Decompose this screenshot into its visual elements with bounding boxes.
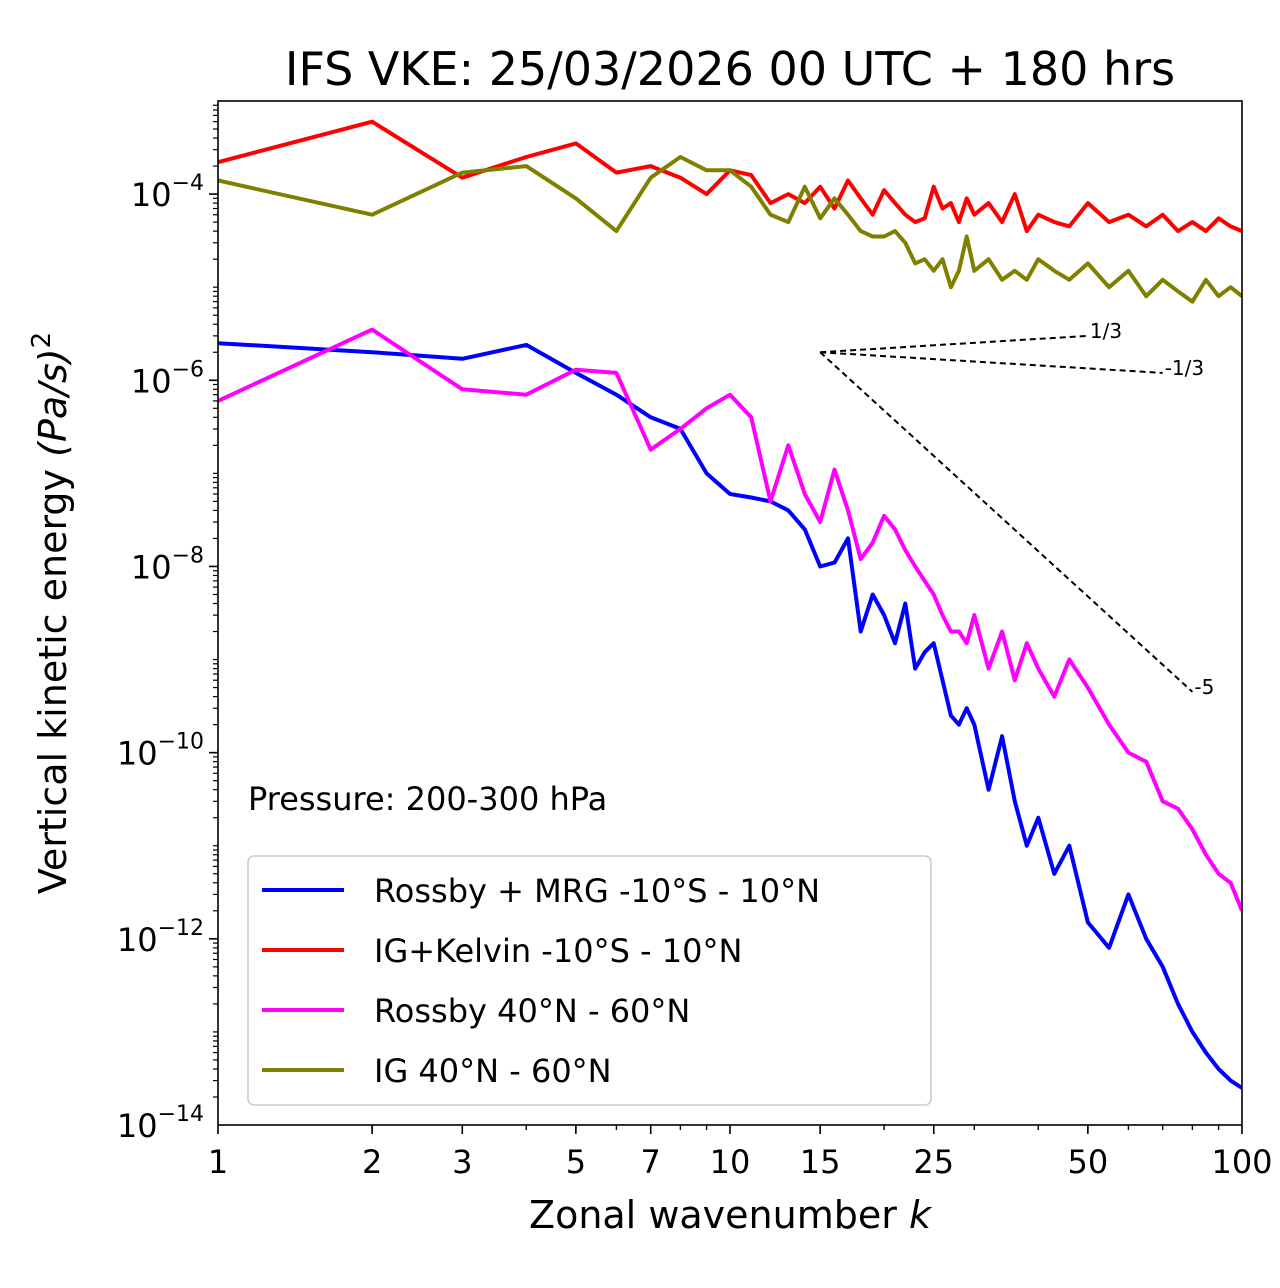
x-tick-label: 5 bbox=[566, 1143, 586, 1181]
y-axis: 10−14 10−12 10−10 10−8 10−6 10−4 bbox=[117, 104, 218, 1145]
legend-label-3: Rossby 40°N - 60°N bbox=[374, 992, 690, 1030]
x-tick-label: 7 bbox=[641, 1143, 661, 1181]
x-tick-label: 50 bbox=[1068, 1143, 1109, 1181]
x-tick-label: 1 bbox=[208, 1143, 228, 1181]
y-axis-label-text: Vertical kinetic energy bbox=[31, 469, 75, 894]
legend-label-1: Rossby + MRG -10°S - 10°N bbox=[374, 872, 820, 910]
y-tick-label: 10−12 bbox=[117, 916, 204, 959]
slope-line-2 bbox=[820, 351, 1163, 374]
y-tick-label: 10−6 bbox=[131, 357, 204, 400]
y-axis-label-exponent: 2 bbox=[27, 332, 57, 349]
y-tick-label: 10−8 bbox=[131, 543, 204, 586]
slope-label-1: 1/3 bbox=[1090, 319, 1122, 343]
x-tick-label: 15 bbox=[800, 1143, 841, 1181]
slope-label-2: -1/3 bbox=[1165, 356, 1204, 380]
legend-label-4: IG 40°N - 60°N bbox=[374, 1052, 612, 1090]
legend-box bbox=[247, 855, 932, 1106]
legend-label-2: IG+Kelvin -10°S - 10°N bbox=[374, 932, 742, 970]
x-axis-label-variable: k bbox=[909, 1193, 933, 1237]
y-tick-label: 10−14 bbox=[117, 1102, 204, 1145]
x-tick-label: 3 bbox=[452, 1143, 472, 1181]
x-tick-label: 100 bbox=[1211, 1143, 1272, 1181]
chart-title: IFS VKE: 25/03/2026 00 UTC + 180 hrs bbox=[285, 42, 1175, 96]
y-axis-label-unit: (Pa/s) bbox=[31, 348, 75, 456]
y-tick-label: 10−4 bbox=[131, 171, 204, 214]
x-tick-label: 10 bbox=[710, 1143, 751, 1181]
slope-label-3: -5 bbox=[1194, 675, 1214, 699]
slope-line-3 bbox=[819, 351, 1194, 693]
slope-line-1 bbox=[820, 334, 1088, 354]
slope-reference-lines: 1/3 -1/3 -5 bbox=[819, 319, 1214, 699]
series-line-2 bbox=[218, 119, 1242, 234]
x-axis: 1 2 3 5 7 10 15 25 50 100 bbox=[208, 1125, 1273, 1181]
series-line-4 bbox=[218, 155, 1242, 304]
x-axis-label: Zonal wavenumber k bbox=[529, 1193, 933, 1237]
series-line-1 bbox=[218, 341, 1242, 1090]
series-line-3 bbox=[218, 327, 1242, 912]
series-layer bbox=[218, 119, 1242, 1090]
x-tick-label: 2 bbox=[362, 1143, 382, 1181]
y-axis-label: Vertical kinetic energy (Pa/s)2 bbox=[27, 332, 75, 894]
y-tick-label: 10−10 bbox=[117, 730, 204, 773]
x-tick-label: 25 bbox=[913, 1143, 954, 1181]
legend: Rossby + MRG -10°S - 10°N IG+Kelvin -10°S… bbox=[247, 855, 932, 1106]
pressure-annotation: Pressure: 200-300 hPa bbox=[248, 780, 607, 818]
x-axis-label-text: Zonal wavenumber bbox=[529, 1193, 897, 1237]
